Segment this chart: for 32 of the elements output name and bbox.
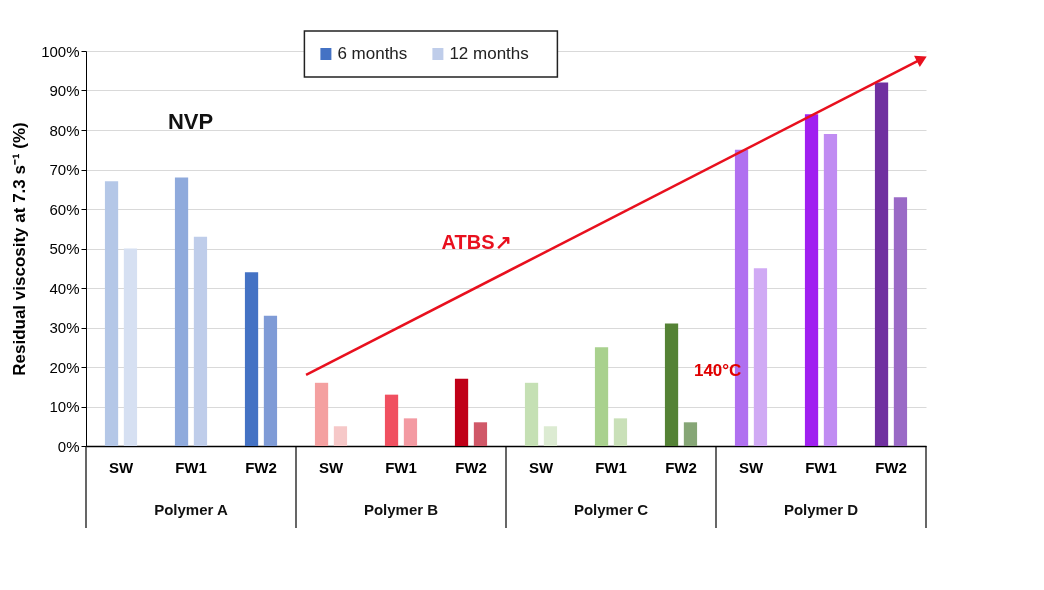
- x-tick-label: FW2: [455, 458, 487, 476]
- x-tick-label: SW: [738, 458, 764, 476]
- y-axis-title: Residual viscosity at 7.3 s⁻¹ (%): [10, 122, 30, 376]
- x-tick-label: SW: [528, 458, 554, 476]
- x-tick-label: SW: [108, 458, 134, 476]
- y-tick-label: 0%: [57, 437, 80, 455]
- legend-label: 6 months: [337, 44, 408, 63]
- text: Polymer C: [573, 501, 649, 518]
- text: Polymer A: [154, 501, 228, 518]
- annotation: NVP: [167, 109, 214, 135]
- x-tick-label: FW2: [665, 458, 697, 476]
- y-tick-label: 60%: [49, 200, 80, 218]
- x-tick-label: FW1: [595, 458, 627, 476]
- y-tick-label: 70%: [49, 161, 80, 178]
- y-tick-label: 100%: [41, 42, 80, 60]
- x-tick-label: FW1: [175, 458, 207, 476]
- x-tick-label: SW: [318, 458, 344, 476]
- x-tick-label: FW1: [385, 458, 417, 476]
- x-tick-label: FW1: [805, 458, 837, 476]
- y-tick-label: 90%: [49, 82, 80, 99]
- x-tick-label: FW2: [875, 458, 907, 476]
- y-tick-label: 40%: [49, 279, 80, 297]
- legend-label: 12 months: [449, 44, 529, 63]
- text: Polymer D: [783, 501, 859, 518]
- y-tick-label: 50%: [49, 240, 80, 257]
- x-tick-label: FW2: [245, 458, 277, 476]
- y-tick-label: 20%: [49, 358, 80, 376]
- annotation: ATBS↗: [441, 230, 512, 253]
- y-tick-label: 10%: [49, 398, 80, 415]
- text: Polymer B: [363, 501, 439, 518]
- y-tick-label: 80%: [49, 121, 80, 139]
- y-tick-label: 30%: [49, 319, 80, 336]
